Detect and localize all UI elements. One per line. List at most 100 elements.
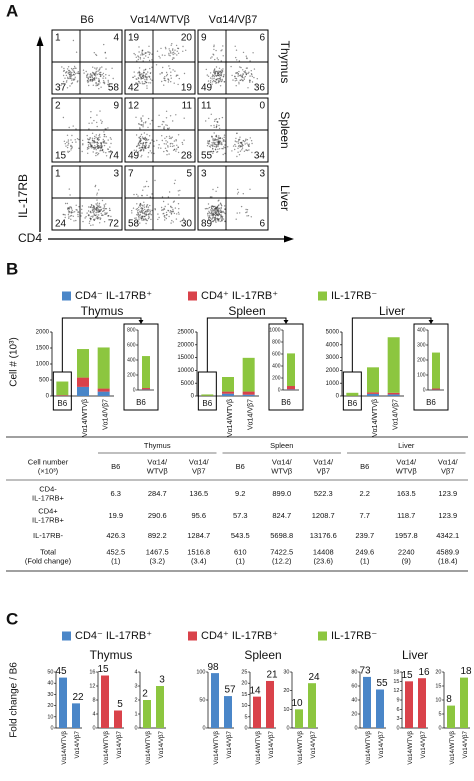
dot <box>205 207 208 210</box>
dot <box>142 124 144 126</box>
dot-cloud <box>72 39 78 53</box>
bar <box>101 675 109 728</box>
dot <box>221 72 223 74</box>
legend-swatch <box>62 291 71 301</box>
dot <box>146 180 148 183</box>
dot <box>165 48 167 50</box>
dot <box>216 57 218 59</box>
dot <box>164 46 167 49</box>
y-tick-label: 20 <box>241 681 247 687</box>
dot <box>138 67 141 69</box>
table-cell: (3.2) <box>150 556 166 565</box>
dot <box>171 43 173 45</box>
dot <box>100 217 102 219</box>
dot <box>158 55 160 58</box>
dot <box>237 191 240 193</box>
y-tick-label: 1000 <box>326 381 340 387</box>
dot <box>154 209 156 211</box>
dot <box>167 81 170 83</box>
dot <box>138 218 140 220</box>
dot <box>209 196 212 198</box>
dot <box>67 141 70 143</box>
dot <box>147 71 149 73</box>
table-row-label: Total <box>40 547 56 556</box>
y-tick-label: 5000 <box>326 330 340 336</box>
dot <box>218 213 221 215</box>
dot <box>146 79 148 81</box>
dot <box>104 128 106 130</box>
dot <box>97 205 99 207</box>
dot <box>148 75 151 78</box>
dot <box>242 69 244 71</box>
x-tick-label: Vα14/WTVβ <box>365 731 372 765</box>
table-cell: 163.5 <box>397 489 416 498</box>
dot <box>142 49 144 51</box>
bar-segment <box>387 392 400 395</box>
quadrant-value: 12 <box>128 101 140 112</box>
bar <box>72 703 80 728</box>
dot <box>164 214 166 217</box>
dot <box>220 50 222 52</box>
dot <box>89 220 91 222</box>
dot <box>245 72 247 74</box>
dot <box>205 68 207 71</box>
y-tick-label: 0 <box>133 387 136 393</box>
dot <box>98 214 100 216</box>
dot <box>223 136 225 138</box>
dot <box>71 141 74 144</box>
table-cell: 7422.5 <box>270 547 293 556</box>
dot <box>90 111 92 113</box>
dot <box>90 224 92 227</box>
dot <box>143 53 145 55</box>
dot <box>100 144 102 146</box>
quadrant-value: 11 <box>201 101 212 112</box>
dot <box>140 207 142 209</box>
dot <box>234 45 236 47</box>
arrow-head <box>283 320 289 324</box>
dot <box>142 73 144 75</box>
dot <box>64 214 66 216</box>
dot <box>131 212 133 214</box>
dot-cloud <box>88 110 109 130</box>
axis-label: CD4 <box>18 231 42 245</box>
dot <box>171 58 174 61</box>
dot <box>73 211 76 213</box>
chart-title: Liver <box>379 304 405 318</box>
dot <box>176 54 178 56</box>
dot-cloud <box>63 134 80 154</box>
dot <box>139 137 142 140</box>
dot <box>213 120 216 123</box>
dot <box>206 142 209 144</box>
dot <box>67 150 69 152</box>
dot <box>134 75 136 77</box>
dot <box>248 71 250 74</box>
dot <box>136 145 138 148</box>
dot <box>219 73 221 76</box>
dot <box>143 132 146 134</box>
dot <box>183 72 186 75</box>
legend-label: CD4⁻ IL-17RB⁺ <box>75 630 152 642</box>
dot <box>138 75 141 77</box>
dot <box>66 146 69 149</box>
table-column-header: Vα14/ <box>438 457 459 466</box>
dot <box>178 213 180 215</box>
dot <box>214 219 216 221</box>
dot <box>67 76 69 79</box>
dot <box>81 212 83 214</box>
dot <box>99 71 101 74</box>
dot <box>245 211 247 214</box>
y-tick-label: 300 <box>417 342 426 348</box>
dot <box>162 213 164 215</box>
dot <box>213 45 215 48</box>
dot <box>245 139 247 142</box>
dot <box>240 141 242 144</box>
y-tick-label: 30 <box>283 669 289 675</box>
dot <box>86 75 88 77</box>
arrow-head <box>138 320 144 324</box>
table-column-header: WTVβ <box>271 466 293 475</box>
dot <box>94 79 96 81</box>
dot <box>185 49 187 51</box>
dot <box>169 67 171 70</box>
column-header: B6 <box>80 14 93 26</box>
dot <box>142 126 144 128</box>
